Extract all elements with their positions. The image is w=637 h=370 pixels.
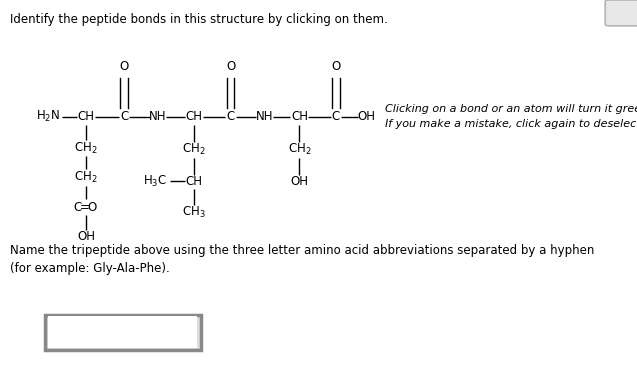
Text: Clicking on a bond or an atom will turn it green.
If you make a mistake, click a: Clicking on a bond or an atom will turn … <box>385 104 637 130</box>
Text: CH$_2$: CH$_2$ <box>74 170 98 185</box>
Text: H$_3$C: H$_3$C <box>143 174 167 189</box>
Text: O: O <box>120 60 129 73</box>
Text: OH: OH <box>357 110 375 123</box>
Text: Name the tripeptide above using the three letter amino acid abbreviations separa: Name the tripeptide above using the thre… <box>10 244 594 275</box>
Text: O: O <box>226 60 235 73</box>
Text: CH$_3$: CH$_3$ <box>182 205 206 220</box>
Text: CH: CH <box>186 110 203 123</box>
Text: Identify the peptide bonds in this structure by clicking on them.: Identify the peptide bonds in this struc… <box>10 13 387 26</box>
Bar <box>48 316 197 348</box>
Text: C: C <box>332 110 340 123</box>
FancyBboxPatch shape <box>605 0 637 26</box>
Text: CH$_2$: CH$_2$ <box>74 141 98 155</box>
Text: O: O <box>331 60 340 73</box>
Text: CH: CH <box>186 175 203 188</box>
Text: CH: CH <box>78 110 94 123</box>
Text: NH: NH <box>255 110 273 123</box>
Text: NH: NH <box>149 110 167 123</box>
Bar <box>45 314 201 350</box>
Text: OH: OH <box>77 230 95 243</box>
Text: CH: CH <box>291 110 308 123</box>
Text: C: C <box>227 110 234 123</box>
Text: CH$_2$: CH$_2$ <box>287 142 311 157</box>
Text: C$\!\!=\!\!$O: C$\!\!=\!\!$O <box>73 201 99 214</box>
Text: H$_2$N: H$_2$N <box>36 109 60 124</box>
Text: C: C <box>120 110 128 123</box>
Text: OH: OH <box>290 175 308 188</box>
Text: CH$_2$: CH$_2$ <box>182 142 206 157</box>
